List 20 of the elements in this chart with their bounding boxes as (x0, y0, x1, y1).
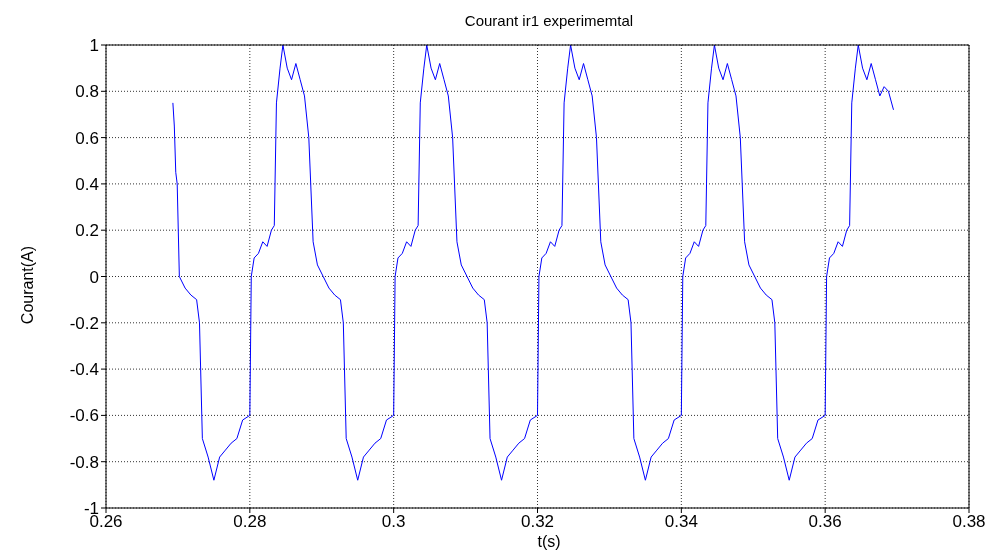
y-tick-label: 0.4 (75, 174, 99, 194)
x-tick-label: 0.36 (808, 512, 842, 532)
y-tick-label: 0.2 (75, 221, 99, 241)
y-tick-label: 0.6 (75, 128, 99, 148)
y-tick-label: 0 (89, 267, 99, 287)
y-tick-label: -0.2 (69, 313, 99, 333)
y-tick-label: 1 (89, 36, 99, 56)
x-tick-label: 0.38 (952, 512, 986, 532)
y-tick-label: -0.4 (69, 360, 99, 380)
x-tick-label: 0.28 (233, 512, 267, 532)
x-tick-label: 0.3 (381, 512, 406, 532)
y-tick-label: -0.6 (69, 406, 99, 426)
chart-title: Courant ir1 experimemtal (463, 12, 635, 29)
x-tick-label: 0.32 (520, 512, 555, 532)
x-axis-title: t(s) (536, 533, 562, 551)
y-axis-title: Courant(A) (19, 245, 37, 325)
y-tick-label: 0.8 (75, 82, 99, 102)
line-series (172, 45, 894, 481)
x-tick-label: 0.34 (664, 512, 698, 532)
y-tick-label: -0.8 (69, 452, 99, 472)
